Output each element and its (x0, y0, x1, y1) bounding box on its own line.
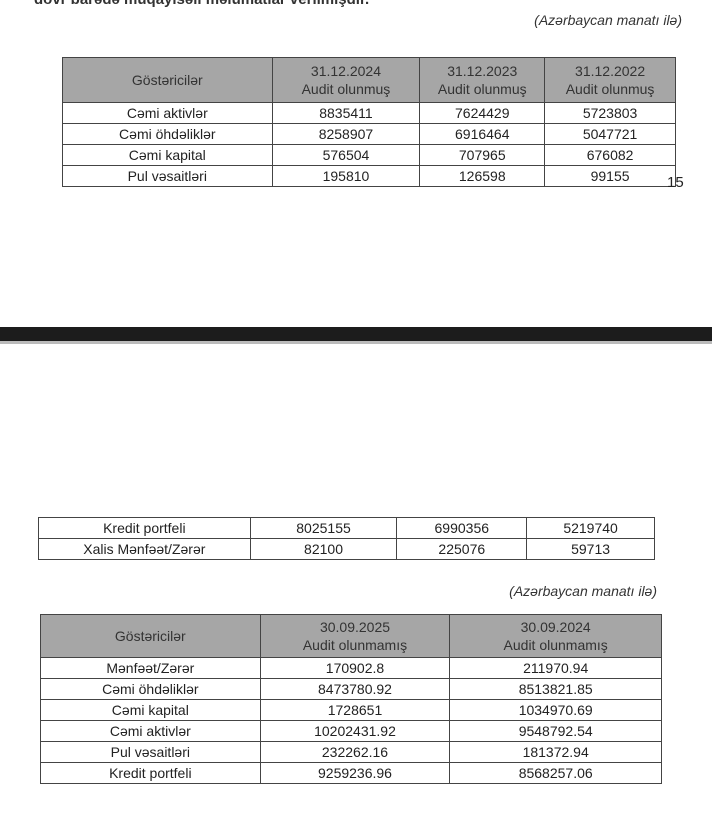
cell: 82100 (249, 538, 398, 560)
header-2025: 30.09.2025 Audit olunmamış (259, 614, 451, 658)
cell: 211970.94 (449, 657, 662, 679)
cell: 8568257.06 (449, 762, 662, 784)
table-row: Cəmi öhdəliklər 8258907 6916464 5047721 (62, 123, 676, 145)
cell: 5723803 (544, 102, 676, 124)
table-row: Pul vəsaitləri 232262.16 181372.94 (40, 741, 662, 763)
table-row: Kredit portfeli 8025155 6990356 5219740 (38, 517, 655, 539)
cell: 6990356 (396, 517, 528, 539)
header-audit-status: Audit olunmuş (437, 81, 527, 97)
cell: 707965 (419, 144, 546, 166)
cell: 8258907 (271, 123, 421, 145)
cell: 170902.8 (259, 657, 451, 679)
financial-table-unaudited: Göstəricilər 30.09.2025 Audit olunmamış 3… (40, 614, 662, 784)
header-audit-status: Audit olunmuş (301, 81, 391, 97)
cell: 5047721 (544, 123, 676, 145)
cell: 99155 (544, 165, 676, 187)
row-label: Xalis Mənfəət/Zərər (38, 538, 251, 560)
header-2023: 31.12.2023 Audit olunmuş (419, 57, 546, 103)
table-row: Cəmi aktivlər 8835411 7624429 5723803 (62, 102, 676, 124)
cell: 8025155 (249, 517, 398, 539)
header-date: 30.09.2024 (520, 619, 591, 635)
cell: 5219740 (526, 517, 655, 539)
financial-table-audited: Göstəricilər 31.12.2024 Audit olunmuş 31.… (62, 57, 676, 187)
row-label: Mənfəət/Zərər (40, 657, 261, 679)
row-label: Cəmi öhdəliklər (40, 678, 261, 700)
cell: 6916464 (419, 123, 546, 145)
cell: 1728651 (259, 699, 451, 721)
row-label: Cəmi öhdəliklər (62, 123, 273, 145)
header-2024: 31.12.2024 Audit olunmuş (271, 57, 421, 103)
page-separator (0, 327, 712, 341)
table-row: Cəmi aktivlər 10202431.92 9548792.54 (40, 720, 662, 742)
cell: 181372.94 (449, 741, 662, 763)
cell: 676082 (544, 144, 676, 166)
table-row: Cəmi kapital 576504 707965 676082 (62, 144, 676, 166)
table-row: Cəmi öhdəliklər 8473780.92 8513821.85 (40, 678, 662, 700)
cell: 8513821.85 (449, 678, 662, 700)
header-date: 31.12.2022 (575, 63, 646, 79)
currency-caption: (Azərbaycan manatı ilə) (534, 12, 682, 28)
cell: 9259236.96 (259, 762, 451, 784)
table-row: Kredit portfeli 9259236.96 8568257.06 (40, 762, 662, 784)
row-label: Cəmi aktivlər (62, 102, 273, 124)
table-row: Pul vəsaitləri 195810 126598 99155 (62, 165, 676, 187)
financial-table-audited-continued: Kredit portfeli 8025155 6990356 5219740 Xal… (38, 517, 655, 560)
cell: 126598 (419, 165, 546, 187)
currency-caption: (Azərbaycan manatı ilə) (509, 583, 657, 599)
row-label: Kredit portfeli (40, 762, 261, 784)
row-label: Pul vəsaitləri (40, 741, 261, 763)
table-header-row: Göstəricilər 30.09.2025 Audit olunmamış 3… (40, 614, 662, 658)
cell: 576504 (271, 144, 421, 166)
header-2022: 31.12.2022 Audit olunmuş (544, 57, 676, 103)
header-audit-status: Audit olunmuş (565, 81, 655, 97)
page-separator-edge (0, 341, 712, 344)
cell: 195810 (271, 165, 421, 187)
cell: 225076 (396, 538, 528, 560)
row-label: Cəmi kapital (40, 699, 261, 721)
cell: 9548792.54 (449, 720, 662, 742)
header-indicators: Göstəricilər (62, 57, 273, 103)
cell: 1034970.69 (449, 699, 662, 721)
header-2024: 30.09.2024 Audit olunmamış (449, 614, 662, 658)
header-date: 30.09.2025 (319, 619, 391, 635)
cell: 8835411 (271, 102, 421, 124)
row-label: Pul vəsaitləri (62, 165, 273, 187)
header-indicators: Göstəricilər (40, 614, 261, 658)
row-label: Cəmi kapital (62, 144, 273, 166)
row-label: Kredit portfeli (38, 517, 251, 539)
table-row: Cəmi kapital 1728651 1034970.69 (40, 699, 662, 721)
header-date: 31.12.2024 (310, 63, 381, 79)
cell: 7624429 (419, 102, 546, 124)
table-row: Xalis Mənfəət/Zərər 82100 225076 59713 (38, 538, 655, 560)
page-number: 15 (667, 174, 684, 191)
cell: 59713 (526, 538, 655, 560)
table-row: Mənfəət/Zərər 170902.8 211970.94 (40, 657, 662, 679)
cell: 10202431.92 (259, 720, 451, 742)
header-audit-status: Audit olunmamış (503, 637, 608, 653)
cell: 232262.16 (259, 741, 451, 763)
header-audit-status: Audit olunmamış (302, 637, 408, 653)
cell: 8473780.92 (259, 678, 451, 700)
intro-text: dövr barədə müqayisəli məlumatlar verilm… (34, 0, 369, 8)
header-date: 31.12.2023 (447, 63, 518, 79)
row-label: Cəmi aktivlər (40, 720, 261, 742)
table-header-row: Göstəricilər 31.12.2024 Audit olunmuş 31.… (62, 57, 676, 103)
